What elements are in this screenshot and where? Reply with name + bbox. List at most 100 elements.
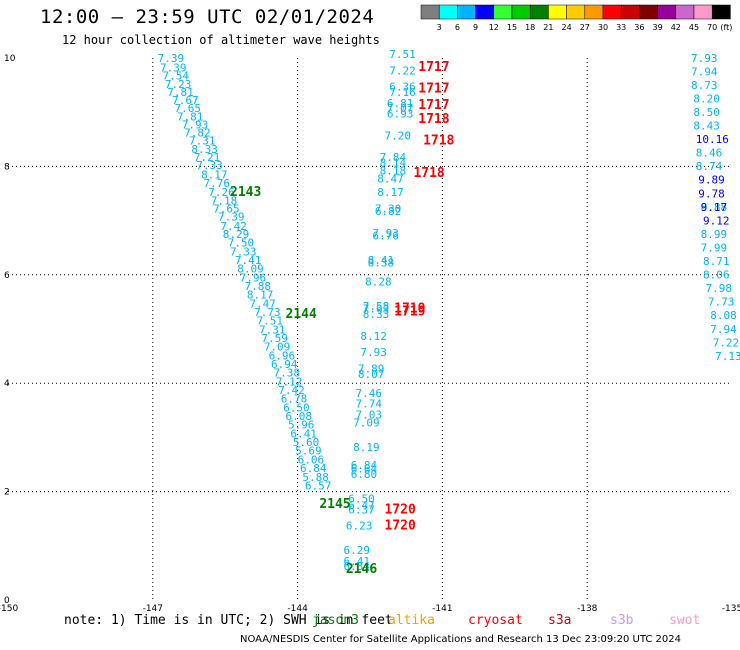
chart-points: 7.397.397.547.237.817.677.657.817.937.82… bbox=[158, 48, 740, 577]
page-subtitle: 12 hour collection of altimeter wave hei… bbox=[62, 33, 380, 47]
wave-height-value: 7.13 bbox=[715, 350, 740, 363]
wave-height-value: 7.94 bbox=[691, 65, 718, 78]
wave-height-value: 5.96 bbox=[288, 419, 315, 432]
wave-height-value: 7.96 bbox=[240, 271, 267, 284]
satellite-name-cryosat: cryosat bbox=[468, 613, 523, 628]
wave-height-value: 8.09 bbox=[237, 263, 264, 276]
pass-label: 2145 bbox=[319, 497, 350, 512]
wave-height-value: 8.12 bbox=[360, 330, 387, 343]
wave-height-value: 7.42 bbox=[220, 220, 247, 233]
wave-height-value: 9.78 bbox=[698, 187, 725, 200]
wave-height-value: 6.96 bbox=[269, 349, 296, 362]
x-tick-label: -150 bbox=[0, 604, 18, 614]
legend-swatch bbox=[639, 4, 658, 20]
chart-grid bbox=[8, 58, 732, 600]
pass-label: 1718 bbox=[418, 112, 449, 127]
wave-height-value: 6.34 bbox=[343, 560, 370, 573]
pass-label: 1720 bbox=[384, 502, 415, 517]
wave-height-value: 7.39 bbox=[158, 52, 185, 65]
wave-height-value: 8.06 bbox=[703, 269, 730, 282]
wave-height-value: 7.22 bbox=[389, 64, 416, 77]
y-tick-label: 2 bbox=[4, 488, 10, 498]
pass-label: 1718 bbox=[423, 134, 454, 149]
wave-height-value: 8.20 bbox=[693, 92, 720, 105]
wave-height-value: 8.18 bbox=[380, 165, 407, 178]
wave-height-value: 7.73 bbox=[708, 296, 735, 309]
wave-height-value: 7.82 bbox=[184, 127, 211, 140]
y-tick-label: 10 bbox=[4, 54, 16, 64]
wave-height-value: 6.80 bbox=[351, 468, 378, 481]
wave-height-value: 7.93 bbox=[360, 346, 387, 359]
legend-label: 39 bbox=[653, 23, 663, 32]
wave-height-value: 8.19 bbox=[353, 441, 380, 454]
wave-height-value: 7.65 bbox=[213, 202, 240, 215]
pass-label: 1717 bbox=[418, 98, 449, 113]
wave-height-value: 7.03 bbox=[356, 408, 383, 421]
wave-height-value: 7.07 bbox=[387, 102, 414, 115]
wave-height-value: 8.43 bbox=[693, 120, 720, 133]
wave-height-value: 7.98 bbox=[705, 282, 732, 295]
legend-swatch bbox=[511, 4, 531, 20]
wave-height-value: 9.12 bbox=[703, 214, 730, 227]
wave-height-value: 7.46 bbox=[356, 387, 383, 400]
wave-height-value: 7.76 bbox=[203, 177, 230, 190]
wave-height-value: 7.81 bbox=[167, 86, 194, 99]
legend-label: 27 bbox=[580, 23, 590, 32]
wave-height-value: 6.06 bbox=[298, 453, 325, 466]
wave-height-value: 7.16 bbox=[389, 86, 416, 99]
x-tick-label: -147 bbox=[143, 604, 163, 614]
legend-swatch bbox=[438, 4, 458, 20]
wave-height-value: 8.17 bbox=[247, 289, 273, 302]
wave-height-value: 7.67 bbox=[172, 94, 199, 107]
legend-label: 9 bbox=[473, 23, 478, 32]
legend-swatch bbox=[675, 4, 695, 20]
wave-height-value: 7.93 bbox=[691, 52, 718, 65]
y-tick-label: 0 bbox=[4, 596, 10, 606]
wave-height-value: 8.73 bbox=[691, 79, 718, 92]
legend-swatch bbox=[420, 4, 440, 20]
satellite-name-s3a: s3a bbox=[548, 613, 572, 628]
wave-height-value: 7.39 bbox=[160, 62, 187, 75]
wave-height-value: 6.41 bbox=[343, 555, 370, 568]
legend-label: 15 bbox=[507, 23, 517, 32]
x-tick-label: -141 bbox=[432, 604, 452, 614]
legend-label: 3 bbox=[437, 23, 442, 32]
wave-height-value: 7.31 bbox=[189, 135, 216, 148]
legend-label: 33 bbox=[616, 23, 626, 32]
wave-height-value: 8.28 bbox=[365, 276, 392, 289]
wave-height-value: 6.57 bbox=[305, 479, 332, 492]
wave-height-value: 8.88 bbox=[701, 201, 728, 214]
wave-height-value: 6.76 bbox=[372, 230, 399, 243]
wave-height-value: 5.69 bbox=[295, 445, 322, 458]
wave-height-value: 7.99 bbox=[701, 241, 728, 254]
wave-height-value: 6.50 bbox=[283, 401, 310, 414]
wave-height-value: 8.46 bbox=[696, 147, 723, 160]
wave-height-value: 7.58 bbox=[363, 300, 390, 313]
y-tick-label: 6 bbox=[4, 271, 10, 281]
legend-swatch bbox=[548, 4, 567, 20]
wave-height-value: 5.88 bbox=[302, 471, 329, 484]
wave-height-value: 7.47 bbox=[249, 297, 275, 310]
wave-height-value: 6.23 bbox=[346, 520, 373, 533]
page-title: 12:00 – 23:59 UTC 02/01/2024 bbox=[40, 6, 375, 28]
wave-height-value: 7.88 bbox=[245, 280, 271, 293]
legend-label: 70 bbox=[707, 23, 717, 32]
wave-height-value: 6.82 bbox=[375, 205, 402, 218]
wave-height-value: 6.94 bbox=[271, 358, 298, 371]
color-legend: 3 6 9 12 15 18 21 24 27 30 33 36 39 42 45 70 (ft) bbox=[420, 4, 732, 32]
wave-height-value: 7.84 bbox=[380, 151, 407, 164]
wave-height-value: 7.41 bbox=[235, 254, 262, 267]
pass-label: 1719 bbox=[394, 304, 425, 319]
wave-height-value: 9.17 bbox=[701, 201, 728, 214]
wave-height-value: 7.22 bbox=[713, 336, 740, 349]
wave-height-value: 7.93 bbox=[182, 118, 209, 131]
wave-height-value: 7.50 bbox=[228, 237, 255, 250]
wave-height-value: 8.08 bbox=[710, 309, 737, 322]
pass-label: 2143 bbox=[230, 185, 261, 200]
wave-height-value: 8.41 bbox=[368, 254, 395, 267]
wave-height-value: 7.51 bbox=[389, 48, 416, 61]
pass-label: 2146 bbox=[346, 562, 377, 577]
wave-height-value: 7.09 bbox=[264, 341, 291, 354]
wave-height-value: 7.94 bbox=[710, 323, 737, 336]
